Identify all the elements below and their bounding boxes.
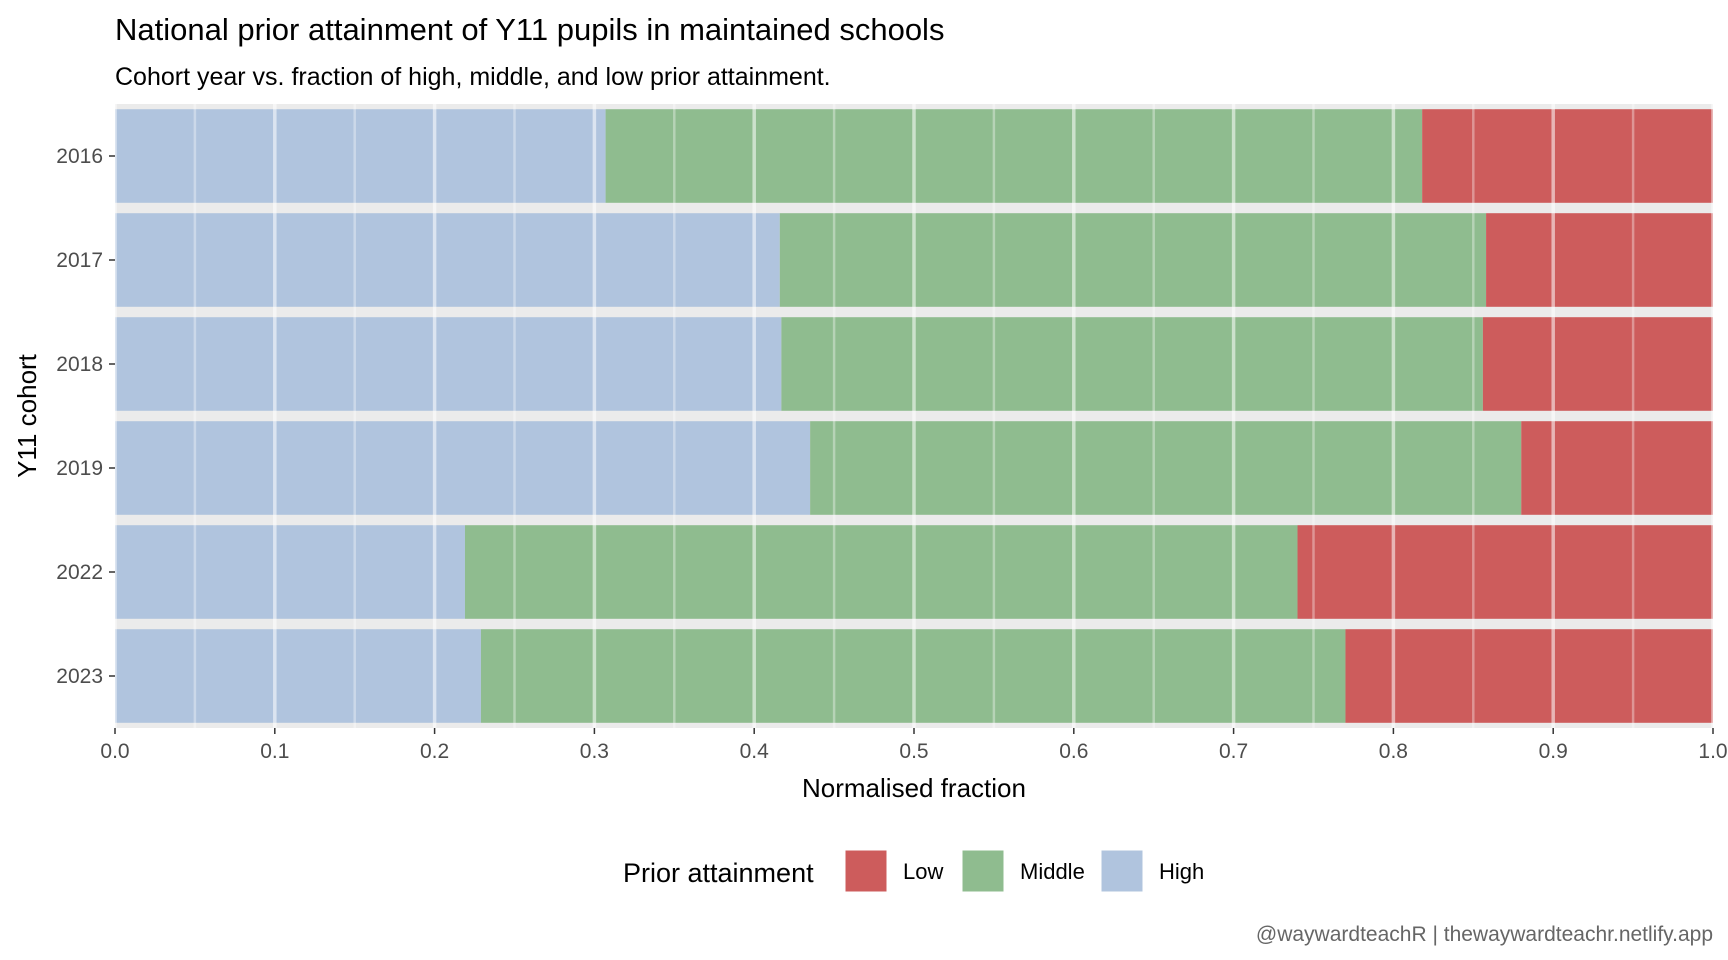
- legend-keys: Low Middle High: [844, 849, 1204, 893]
- x-tick-label: 0.9: [1539, 740, 1568, 763]
- bar-low-2022: [1297, 525, 1713, 619]
- bar-low-2023: [1345, 629, 1713, 723]
- legend-label-high: High: [1159, 859, 1204, 884]
- bar-low-2019: [1521, 421, 1713, 515]
- y-tick-label: 2019: [56, 457, 103, 480]
- bar-middle-2022: [464, 525, 1298, 619]
- bar-low-2017: [1486, 213, 1713, 307]
- bar-high-2017: [115, 213, 780, 307]
- x-tick-label: 0.4: [740, 740, 770, 763]
- y-tick-label: 2016: [56, 145, 103, 168]
- grid-layer: [113, 104, 1715, 728]
- legend-key-middle: [961, 849, 1005, 893]
- x-tick-label: 0.0: [100, 740, 129, 763]
- legend-title: Prior attainment: [623, 858, 814, 888]
- chart-subtitle: Cohort year vs. fraction of high, middle…: [115, 63, 831, 91]
- x-tick-label: 0.8: [1379, 740, 1408, 763]
- bar-middle-2019: [810, 421, 1522, 515]
- y-axis: 2016 2017 2018 2019 2022 2023: [56, 145, 115, 688]
- chart-title: National prior attainment of Y11 pupils …: [115, 12, 944, 47]
- bar-middle-2016: [605, 109, 1423, 203]
- bar-high-2016: [115, 109, 606, 203]
- bar-high-2018: [115, 317, 782, 411]
- legend-key-low: [844, 849, 888, 893]
- y-axis-title: Y11 cohort: [12, 353, 42, 478]
- x-tick-label: 0.3: [580, 740, 609, 763]
- legend-label-low: Low: [903, 859, 943, 884]
- legend-label-middle: Middle: [1020, 859, 1085, 884]
- y-tick-label: 2018: [56, 353, 103, 376]
- y-tick-label: 2023: [56, 665, 103, 688]
- x-tick-label: 0.5: [899, 740, 928, 763]
- x-tick-label: 0.7: [1219, 740, 1248, 763]
- x-tick-label: 0.2: [420, 740, 449, 763]
- y-tick-label: 2022: [56, 561, 103, 584]
- bar-high-2019: [115, 421, 811, 515]
- bar-low-2016: [1422, 109, 1713, 203]
- legend: Prior attainment Low Middle High: [623, 849, 1204, 893]
- bar-low-2018: [1482, 317, 1713, 411]
- bar-high-2023: [115, 629, 481, 723]
- bar-middle-2017: [779, 213, 1487, 307]
- x-axis-title: Normalised fraction: [802, 773, 1026, 803]
- y-tick-label: 2017: [56, 249, 103, 272]
- legend-key-high: [1100, 849, 1144, 893]
- caption: @waywardteachR | thewaywardteachr.netlif…: [1256, 923, 1713, 946]
- bars-layer: [115, 109, 1713, 723]
- x-tick-label: 1.0: [1698, 740, 1727, 763]
- x-tick-label: 0.6: [1059, 740, 1088, 763]
- bar-middle-2018: [781, 317, 1483, 411]
- bar-high-2022: [115, 525, 465, 619]
- x-axis: 0.0 0.1 0.2 0.3 0.4 0.5 0.6 0.7 0.8 0.9 1.0: [100, 728, 1728, 763]
- x-tick-label: 0.1: [260, 740, 289, 763]
